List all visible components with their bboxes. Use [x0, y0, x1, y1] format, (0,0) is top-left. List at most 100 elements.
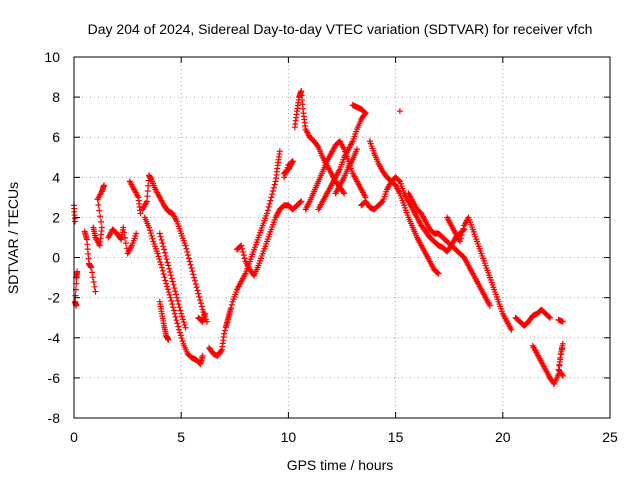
data-point	[172, 313, 179, 320]
data-point	[263, 210, 270, 217]
data-point	[178, 335, 185, 342]
data-point	[145, 182, 152, 189]
data-point	[459, 228, 466, 235]
data-point	[269, 191, 276, 198]
data-point	[73, 274, 80, 281]
data-point	[457, 235, 464, 242]
data-point	[195, 314, 202, 321]
data-point	[559, 372, 566, 379]
data-point	[176, 304, 183, 311]
data-point	[175, 323, 182, 330]
data-point	[199, 352, 206, 359]
x-tick-label: 0	[70, 429, 78, 445]
data-point	[270, 184, 277, 191]
data-point	[185, 255, 192, 262]
x-tick-label: 20	[495, 429, 511, 445]
data-point	[240, 252, 247, 259]
data-point	[269, 187, 276, 194]
data-point	[137, 210, 144, 217]
data-point	[228, 301, 235, 308]
data-point	[185, 252, 192, 259]
series-arc-13	[332, 102, 403, 197]
data-point	[154, 250, 161, 257]
data-point	[558, 351, 565, 358]
data-point	[158, 261, 165, 268]
data-point	[171, 285, 178, 292]
data-point	[172, 288, 179, 295]
series-arc-5	[141, 214, 206, 367]
data-point	[227, 306, 234, 313]
data-point	[89, 269, 96, 276]
data-point	[164, 283, 171, 290]
series-arc-18	[512, 306, 566, 329]
data-point	[168, 297, 175, 304]
data-point	[156, 230, 163, 237]
data-point	[96, 207, 103, 214]
data-point	[298, 198, 305, 205]
data-point	[378, 199, 385, 206]
data-point	[354, 146, 361, 153]
data-point	[193, 284, 200, 291]
data-point	[146, 224, 153, 231]
data-point	[167, 294, 174, 301]
data-point	[143, 198, 150, 205]
grid	[74, 57, 610, 418]
data-point	[176, 326, 183, 333]
y-tick-label: -8	[48, 410, 61, 426]
chart-title: Day 204 of 2024, Sidereal Day-to-day VTE…	[88, 21, 593, 37]
data-point	[174, 320, 181, 327]
data-point	[224, 319, 231, 326]
data-point	[186, 258, 193, 265]
data-point	[265, 204, 272, 211]
data-point	[195, 290, 202, 297]
data-point	[558, 371, 565, 378]
series-arc-20	[195, 158, 296, 329]
data-point	[133, 230, 140, 237]
axis-ticks: 0 5 10 15 20 25 -8 -6 -4 -2 0 2 4 6 8 10	[44, 49, 618, 445]
data-point	[170, 304, 177, 311]
data-point	[178, 310, 185, 317]
data-point	[264, 207, 271, 214]
data-point	[288, 159, 295, 166]
data-point	[89, 274, 96, 281]
data-point	[218, 348, 225, 355]
data-point	[72, 218, 79, 225]
data-point	[146, 227, 153, 234]
series-arc-8	[206, 148, 283, 359]
data-point	[558, 346, 565, 353]
data-point	[163, 256, 170, 263]
data-point	[165, 289, 172, 296]
data-point	[120, 224, 127, 231]
data-point	[155, 253, 162, 260]
data-point	[196, 315, 203, 322]
series-arc-14	[366, 138, 442, 277]
x-tick-label: 10	[281, 429, 297, 445]
x-axis-label: GPS time / hours	[287, 457, 394, 473]
data-point	[198, 303, 205, 310]
data-point	[160, 243, 167, 250]
data-point	[182, 324, 189, 331]
data-point	[182, 242, 189, 249]
data-point	[297, 199, 304, 206]
data-point	[239, 245, 246, 252]
data-point	[158, 236, 165, 243]
data-point	[340, 189, 347, 196]
data-point	[157, 258, 164, 265]
data-point	[267, 197, 274, 204]
data-point	[170, 281, 177, 288]
data-point	[268, 194, 275, 201]
data-point	[165, 262, 172, 269]
data-point	[341, 190, 348, 197]
data-point	[164, 286, 171, 293]
y-tick-label: 6	[52, 129, 60, 145]
data-point	[168, 275, 175, 282]
data-points	[71, 88, 566, 387]
data-point	[361, 109, 368, 116]
data-point	[221, 330, 228, 337]
data-point	[194, 287, 201, 294]
data-point	[191, 274, 198, 281]
data-point	[289, 158, 296, 165]
data-point	[90, 279, 97, 286]
data-point	[166, 291, 173, 298]
